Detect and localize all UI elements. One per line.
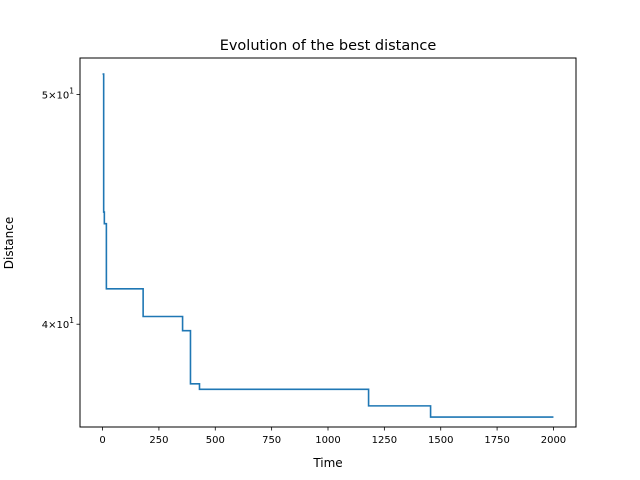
x-tick-label: 750 [262, 435, 281, 446]
x-tick-label: 1250 [372, 435, 397, 446]
x-tick-label: 1750 [484, 435, 509, 446]
y-axis-label: Distance [2, 217, 16, 269]
axis-ticks: 0 250 500 750 1000 1250 1500 1750 2000 5×101 4×101 [42, 86, 566, 446]
series-line-0 [102, 73, 554, 418]
plot-area [102, 73, 554, 418]
x-tick-label: 2000 [541, 435, 566, 446]
chart-title: Evolution of the best distance [220, 38, 437, 54]
x-tick-label: 250 [149, 435, 168, 446]
x-tick-label: 1000 [315, 435, 340, 446]
x-tick-label: 1500 [428, 435, 453, 446]
y-tick-label: 4×101 [42, 316, 74, 331]
x-tick-label: 500 [206, 435, 225, 446]
y-tick-label: 5×101 [42, 86, 74, 101]
axes-frame [79, 57, 577, 428]
x-tick-label: 0 [99, 435, 105, 446]
x-axis-label: Time [312, 456, 342, 470]
